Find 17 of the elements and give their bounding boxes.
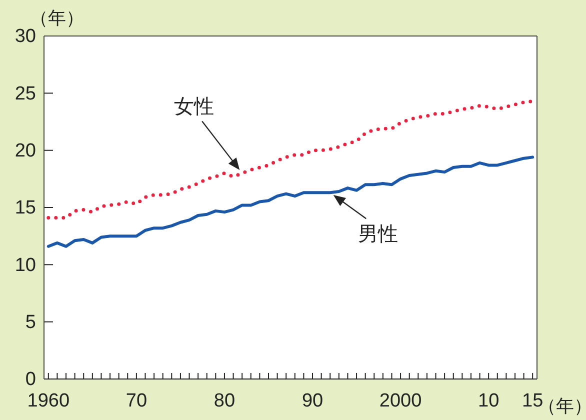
x-tick-label: 10 <box>478 390 500 412</box>
x-tick-label: 80 <box>214 390 236 412</box>
y-axis-title: （年） <box>30 8 84 29</box>
text: 女性 <box>174 94 214 118</box>
y-tick-label: 25 <box>14 83 36 104</box>
y-tick-label: 15 <box>14 198 36 219</box>
y-tick-label: 30 <box>14 26 36 48</box>
y-tick-label: 5 <box>25 312 36 333</box>
x-tick-label: 2000 <box>379 390 422 412</box>
y-tick-label: 20 <box>14 140 36 162</box>
line-series <box>46 156 534 248</box>
x-tick-label: 70 <box>126 390 148 412</box>
y-tick-label: 10 <box>14 254 36 276</box>
series-label: 男性 <box>358 222 398 246</box>
y-tick-label: 0 <box>25 369 36 390</box>
x-tick-label: 1960 <box>27 390 70 412</box>
x-tick-label: 90 <box>302 390 324 412</box>
